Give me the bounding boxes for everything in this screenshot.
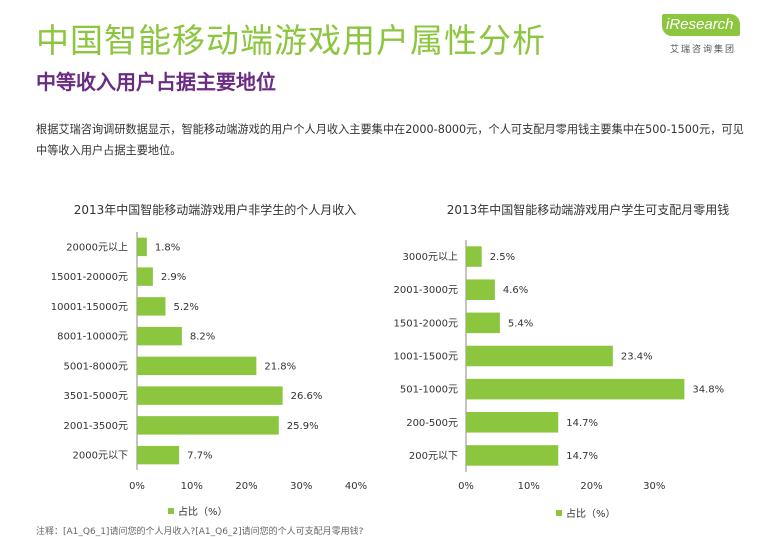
value-label: 34.8% [692,385,724,396]
bar [137,326,182,346]
legend-swatch [556,510,562,516]
category-label: 2000元以下 [73,451,128,462]
category-label: 1001-1500元 [393,352,458,363]
value-label: 5.2% [173,302,198,313]
value-label: 21.8% [264,361,296,372]
value-label: 14.7% [566,451,598,462]
legend-label: 占比（%） [178,505,228,518]
bar [466,378,685,400]
category-label: 3000元以上 [403,251,458,263]
value-label: 14.7% [566,418,598,429]
bar [137,416,279,435]
value-label: 5.4% [508,318,533,329]
legend-label: 占比（%） [566,507,616,520]
logo-subtext: 艾瑞咨询集团 [670,45,737,55]
page-title: 中国智能移动端游戏用户属性分析 [36,21,546,60]
x-tick-label: 20% [580,481,602,492]
description-paragraph: 根据艾瑞咨询调研数据显示，智能移动端游戏的用户个人月收入主要集中在2000-80… [36,123,744,157]
bar [466,246,482,267]
bar [466,345,613,367]
x-tick-label: 10% [518,481,540,492]
bar [466,279,495,300]
value-label: 2.9% [161,272,186,283]
logo-text: iResearch [666,16,734,33]
x-tick-label: 30% [643,481,665,492]
category-label: 10001-15000元 [51,302,128,313]
bar [137,356,257,376]
category-label: 20000元以上 [66,241,128,253]
page-subtitle: 中等收入用户占据主要地位 [36,70,276,94]
bar [466,312,500,334]
value-label: 7.7% [187,451,212,462]
bar [137,386,283,405]
bar [466,412,559,433]
value-label: 1.8% [155,242,180,253]
x-tick-label: 30% [290,481,312,492]
category-label: 501-1000元 [400,385,458,396]
category-label: 200元以下 [409,451,458,462]
category-label: 8001-10000元 [57,332,128,343]
value-label: 23.4% [621,352,653,363]
bar [137,297,166,316]
bar [137,267,153,286]
x-tick-label: 0% [458,481,474,492]
category-label: 5001-8000元 [63,361,128,372]
value-label: 8.2% [190,332,215,343]
category-label: 2001-3000元 [393,285,458,296]
x-tick-label: 40% [345,481,367,492]
chart-title: 2013年中国智能移动端游戏用户非学生的个人月收入 [74,202,357,217]
bar [137,445,180,465]
value-label: 2.5% [490,252,515,263]
value-label: 25.9% [287,421,319,432]
iresearch-logo: iResearch 艾瑞咨询集团 [662,14,744,60]
category-label: 3501-5000元 [63,391,128,402]
value-label: 26.6% [291,391,323,402]
category-label: 200-500元 [406,418,458,429]
x-tick-label: 20% [235,481,257,492]
bar [466,445,559,466]
legend-swatch [168,508,174,514]
category-label: 2001-3500元 [63,421,128,432]
x-tick-label: 10% [181,481,203,492]
logo-badge [662,14,740,36]
category-label: 1501-2000元 [393,318,458,329]
category-label: 15001-20000元 [51,272,128,283]
bar [137,237,147,257]
chart-title: 2013年中国智能移动端游戏用户学生可支配月零用钱 [447,202,730,217]
value-label: 4.6% [503,285,528,296]
x-tick-label: 0% [129,481,145,492]
